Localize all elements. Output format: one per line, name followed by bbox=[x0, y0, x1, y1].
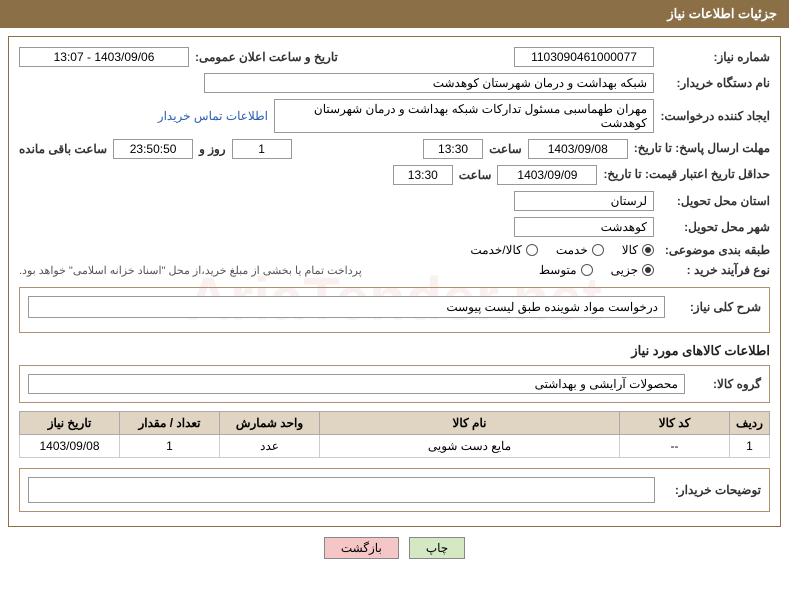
proc-type-label: نوع فرآیند خرید : bbox=[660, 263, 770, 277]
row-deadline: مهلت ارسال پاسخ: تا تاریخ: 1403/09/08 سا… bbox=[19, 139, 770, 159]
days-field: 1 bbox=[232, 139, 292, 159]
button-bar: چاپ بازگشت bbox=[0, 537, 789, 559]
row-city: شهر محل تحویل: کوهدشت bbox=[19, 217, 770, 237]
radio-medium-label: متوسط bbox=[539, 263, 577, 277]
radio-minor[interactable] bbox=[642, 264, 654, 276]
category-label: طبقه بندی موضوعی: bbox=[660, 243, 770, 257]
group-label: گروه کالا: bbox=[691, 377, 761, 391]
deadline-time-field: 13:30 bbox=[423, 139, 483, 159]
buyer-org-field: شبکه بهداشت و درمان شهرستان کوهدشت bbox=[204, 73, 654, 93]
buyer-notes-label: توضیحات خریدار: bbox=[661, 483, 761, 497]
back-button[interactable]: بازگشت bbox=[324, 537, 399, 559]
row-validity: حداقل تاریخ اعتبار قیمت: تا تاریخ: 1403/… bbox=[19, 165, 770, 185]
province-field: لرستان bbox=[514, 191, 654, 211]
cell-unit: عدد bbox=[220, 435, 320, 458]
radio-item-both[interactable]: کالا/خدمت bbox=[470, 243, 537, 257]
row-category: طبقه بندی موضوعی: کالا خدمت کالا/خدمت bbox=[19, 243, 770, 257]
row-province: استان محل تحویل: لرستان bbox=[19, 191, 770, 211]
deadline-label: مهلت ارسال پاسخ: تا تاریخ: bbox=[634, 141, 770, 157]
creator-field: مهران طهماسبی مسئول تدارکات شبکه بهداشت … bbox=[274, 99, 654, 133]
desc-box: شرح کلی نیاز: درخواست مواد شوینده طبق لی… bbox=[19, 287, 770, 333]
row-desc: شرح کلی نیاز: درخواست مواد شوینده طبق لی… bbox=[28, 296, 761, 318]
row-buyer-org: نام دستگاه خریدار: شبکه بهداشت و درمان ش… bbox=[19, 73, 770, 93]
radio-service-label: خدمت bbox=[556, 243, 588, 257]
cell-code: -- bbox=[620, 435, 730, 458]
contact-link[interactable]: اطلاعات تماس خریدار bbox=[158, 109, 268, 123]
th-date: تاریخ نیاز bbox=[20, 412, 120, 435]
row-buyer-notes: توضیحات خریدار: bbox=[28, 477, 761, 503]
radio-goods-label: کالا bbox=[622, 243, 638, 257]
th-name: نام کالا bbox=[320, 412, 620, 435]
city-label: شهر محل تحویل: bbox=[660, 220, 770, 234]
radio-goods[interactable] bbox=[642, 244, 654, 256]
cell-date: 1403/09/08 bbox=[20, 435, 120, 458]
row-group: گروه کالا: محصولات آرایشی و بهداشتی bbox=[28, 374, 761, 394]
row-proc-type: نوع فرآیند خرید : جزیی متوسط پرداخت تمام… bbox=[19, 263, 770, 277]
row-creator: ایجاد کننده درخواست: مهران طهماسبی مسئول… bbox=[19, 99, 770, 133]
desc-field: درخواست مواد شوینده طبق لیست پیوست bbox=[28, 296, 665, 318]
radio-medium[interactable] bbox=[581, 264, 593, 276]
radio-both[interactable] bbox=[526, 244, 538, 256]
page-title: جزئیات اطلاعات نیاز bbox=[667, 6, 777, 21]
req-num-label: شماره نیاز: bbox=[660, 50, 770, 64]
table-row: 1 -- مایع دست شویی عدد 1 1403/09/08 bbox=[20, 435, 770, 458]
time-label-2: ساعت bbox=[459, 168, 492, 182]
desc-label: شرح کلی نیاز: bbox=[671, 300, 761, 314]
table-header-row: ردیف کد کالا نام کالا واحد شمارش تعداد /… bbox=[20, 412, 770, 435]
cell-row: 1 bbox=[730, 435, 770, 458]
main-container: شماره نیاز: 1103090461000077 تاریخ و ساع… bbox=[8, 36, 781, 527]
th-qty: تعداد / مقدار bbox=[120, 412, 220, 435]
th-unit: واحد شمارش bbox=[220, 412, 320, 435]
remain-label: ساعت باقی مانده bbox=[19, 142, 107, 156]
group-box: گروه کالا: محصولات آرایشی و بهداشتی bbox=[19, 365, 770, 403]
radio-item-goods[interactable]: کالا bbox=[622, 243, 654, 257]
city-field: کوهدشت bbox=[514, 217, 654, 237]
th-code: کد کالا bbox=[620, 412, 730, 435]
cell-qty: 1 bbox=[120, 435, 220, 458]
items-title: اطلاعات کالاهای مورد نیاز bbox=[19, 343, 770, 359]
radio-item-service[interactable]: خدمت bbox=[556, 243, 604, 257]
validity-date-field: 1403/09/09 bbox=[497, 165, 597, 185]
radio-item-medium[interactable]: متوسط bbox=[539, 263, 593, 277]
radio-minor-label: جزیی bbox=[611, 263, 638, 277]
proc-radio-group: جزیی متوسط bbox=[539, 263, 654, 277]
days-and-label: روز و bbox=[199, 142, 226, 156]
buyer-org-label: نام دستگاه خریدار: bbox=[660, 76, 770, 90]
validity-label: حداقل تاریخ اعتبار قیمت: تا تاریخ: bbox=[603, 167, 770, 183]
items-table: ردیف کد کالا نام کالا واحد شمارش تعداد /… bbox=[19, 411, 770, 458]
deadline-date-field: 1403/09/08 bbox=[528, 139, 628, 159]
proc-note: پرداخت تمام یا بخشی از مبلغ خرید،از محل … bbox=[19, 264, 362, 277]
pub-date-field: 1403/09/06 - 13:07 bbox=[19, 47, 189, 67]
radio-both-label: کالا/خدمت bbox=[470, 243, 521, 257]
creator-label: ایجاد کننده درخواست: bbox=[660, 109, 770, 123]
th-row: ردیف bbox=[730, 412, 770, 435]
time-label-1: ساعت bbox=[489, 142, 522, 156]
validity-time-field: 13:30 bbox=[393, 165, 453, 185]
page-header: جزئیات اطلاعات نیاز bbox=[0, 0, 789, 28]
row-req-number: شماره نیاز: 1103090461000077 تاریخ و ساع… bbox=[19, 47, 770, 67]
radio-item-minor[interactable]: جزیی bbox=[611, 263, 654, 277]
buyer-notes-box: توضیحات خریدار: bbox=[19, 468, 770, 512]
buyer-notes-field bbox=[28, 477, 655, 503]
pub-date-label: تاریخ و ساعت اعلان عمومی: bbox=[195, 50, 338, 64]
countdown-field: 23:50:50 bbox=[113, 139, 193, 159]
req-num-field: 1103090461000077 bbox=[514, 47, 654, 67]
group-field: محصولات آرایشی و بهداشتی bbox=[28, 374, 685, 394]
province-label: استان محل تحویل: bbox=[660, 194, 770, 208]
radio-service[interactable] bbox=[592, 244, 604, 256]
cell-name: مایع دست شویی bbox=[320, 435, 620, 458]
category-radio-group: کالا خدمت کالا/خدمت bbox=[470, 243, 654, 257]
print-button[interactable]: چاپ bbox=[409, 537, 465, 559]
